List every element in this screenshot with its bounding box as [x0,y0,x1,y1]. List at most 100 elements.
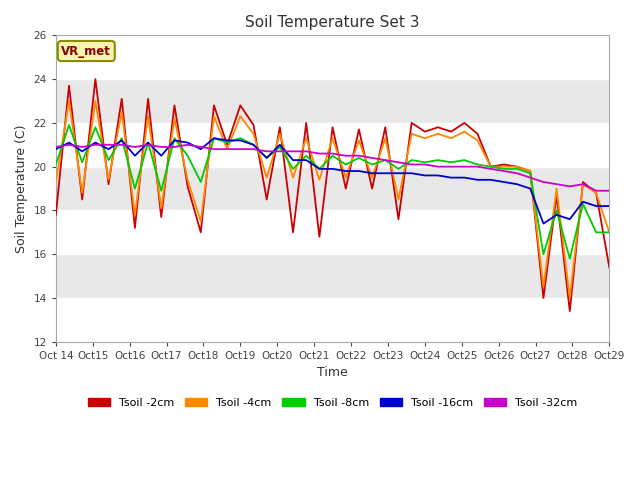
Tsoil -2cm [250,122,257,128]
Tsoil -8cm [434,157,442,163]
Bar [56,79,609,123]
Tsoil -16cm [527,186,534,192]
Tsoil -16cm [237,138,244,144]
Tsoil -4cm [527,168,534,174]
Tsoil -4cm [316,177,323,183]
Tsoil -8cm [395,166,403,172]
Tsoil -4cm [263,175,271,180]
Tsoil -8cm [131,186,139,192]
Tsoil -16cm [223,138,231,144]
Legend: Tsoil -2cm, Tsoil -4cm, Tsoil -8cm, Tsoil -16cm, Tsoil -32cm: Tsoil -2cm, Tsoil -4cm, Tsoil -8cm, Tsoi… [83,393,582,412]
Tsoil -4cm [184,177,191,183]
Tsoil -4cm [52,179,60,185]
Tsoil -2cm [131,225,139,231]
Tsoil -8cm [52,162,60,168]
Tsoil -8cm [381,157,389,163]
Tsoil -8cm [368,162,376,168]
Line: Tsoil -16cm: Tsoil -16cm [56,138,609,224]
Tsoil -32cm [210,146,218,152]
Tsoil -32cm [513,170,521,176]
Tsoil -4cm [605,229,613,235]
Tsoil -4cm [513,164,521,169]
Tsoil -4cm [500,164,508,169]
Tsoil -16cm [316,166,323,172]
Tsoil -16cm [105,146,113,152]
X-axis label: Time: Time [317,366,348,379]
Tsoil -8cm [157,188,165,193]
Tsoil -32cm [381,157,389,163]
Tsoil -32cm [447,164,455,169]
Tsoil -2cm [487,164,495,169]
Tsoil -32cm [105,142,113,148]
Tsoil -8cm [105,157,113,163]
Tsoil -16cm [184,140,191,145]
Tsoil -8cm [92,124,99,130]
Tsoil -32cm [118,142,125,148]
Tsoil -2cm [513,164,521,169]
Tsoil -8cm [605,229,613,235]
Tsoil -2cm [105,181,113,187]
Tsoil -2cm [223,142,231,148]
Tsoil -8cm [78,159,86,165]
Tsoil -32cm [355,153,363,158]
Tsoil -32cm [65,142,73,148]
Y-axis label: Soil Temperature (C): Soil Temperature (C) [15,124,28,253]
Tsoil -32cm [342,153,349,158]
Tsoil -16cm [302,157,310,163]
Tsoil -2cm [579,179,587,185]
Tsoil -32cm [421,162,429,168]
Tsoil -8cm [513,166,521,172]
Tsoil -2cm [474,131,481,137]
Tsoil -32cm [605,188,613,193]
Tsoil -2cm [302,120,310,126]
Tsoil -4cm [223,146,231,152]
Tsoil -16cm [395,170,403,176]
Tsoil -16cm [408,170,415,176]
Tsoil -4cm [434,131,442,137]
Tsoil -16cm [500,179,508,185]
Tsoil -16cm [434,172,442,178]
Tsoil -4cm [171,116,179,121]
Tsoil -4cm [553,186,561,192]
Tsoil -16cm [289,157,297,163]
Tsoil -16cm [355,168,363,174]
Line: Tsoil -4cm: Tsoil -4cm [56,101,609,298]
Tsoil -16cm [566,216,573,222]
Tsoil -2cm [381,124,389,130]
Tsoil -32cm [78,144,86,150]
Bar [56,123,609,167]
Tsoil -16cm [474,177,481,183]
Tsoil -16cm [461,175,468,180]
Tsoil -32cm [276,148,284,154]
Tsoil -32cm [263,148,271,154]
Tsoil -32cm [289,148,297,154]
Bar [56,254,609,298]
Tsoil -2cm [92,76,99,82]
Tsoil -2cm [592,190,600,196]
Tsoil -16cm [513,181,521,187]
Tsoil -32cm [368,155,376,161]
Tsoil -8cm [553,207,561,213]
Tsoil -32cm [237,146,244,152]
Bar [56,210,609,254]
Title: Soil Temperature Set 3: Soil Temperature Set 3 [245,15,420,30]
Tsoil -8cm [540,252,547,257]
Tsoil -16cm [487,177,495,183]
Tsoil -32cm [92,142,99,148]
Tsoil -4cm [118,109,125,115]
Tsoil -4cm [276,131,284,137]
Tsoil -32cm [500,168,508,174]
Tsoil -4cm [355,138,363,144]
Tsoil -32cm [579,181,587,187]
Tsoil -8cm [421,159,429,165]
Tsoil -4cm [78,190,86,196]
Tsoil -32cm [527,175,534,180]
Tsoil -2cm [395,216,403,222]
Tsoil -2cm [461,120,468,126]
Bar [56,36,609,79]
Tsoil -16cm [540,221,547,227]
Tsoil -16cm [92,140,99,145]
Tsoil -8cm [250,142,257,148]
Tsoil -2cm [197,229,205,235]
Tsoil -4cm [289,175,297,180]
